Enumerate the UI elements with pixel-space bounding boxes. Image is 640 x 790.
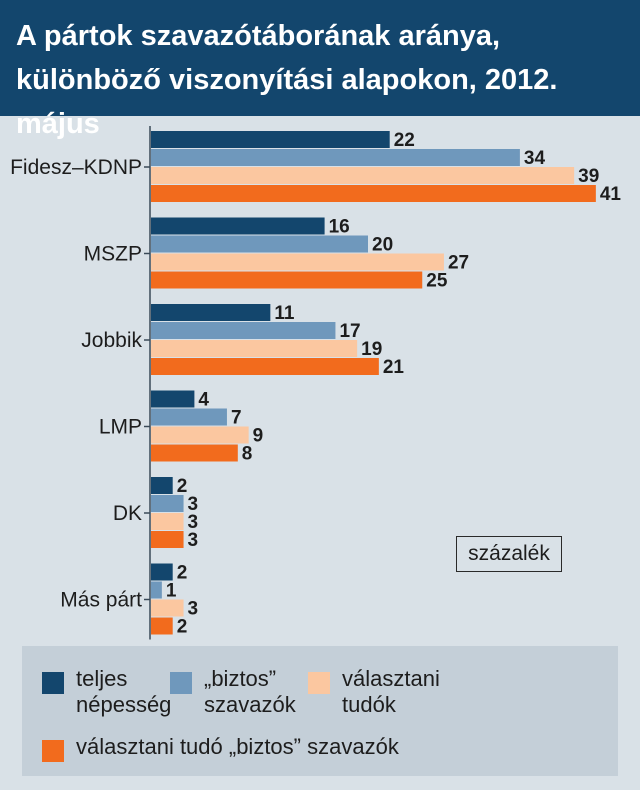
legend: teljes népesség „biztos” szavazók válasz…: [22, 646, 618, 776]
data-label: 11: [274, 303, 295, 324]
data-label: 22: [394, 130, 415, 151]
bar: [151, 358, 379, 375]
bar-chart: Fidesz–KDNP22343941MSZP16202725Jobbik111…: [10, 126, 622, 640]
category-label: Jobbik: [81, 329, 142, 352]
bar: [151, 408, 227, 426]
legend-swatch: [42, 740, 64, 762]
bar: [151, 304, 271, 321]
bar: [151, 426, 249, 444]
legend-item-valasztani: választani tudók: [308, 666, 440, 718]
bar: [151, 235, 368, 253]
bar: [151, 131, 390, 148]
data-label: 41: [600, 184, 622, 205]
legend-item-biztos: „biztos” szavazók: [170, 666, 296, 718]
data-label: 16: [329, 217, 350, 238]
bar: [151, 390, 195, 408]
category-label: Más párt: [60, 589, 142, 612]
legend-swatch: [170, 672, 192, 694]
chart-title: A pártok szavazótáborának aránya, különb…: [16, 20, 558, 140]
data-label: 1: [166, 581, 177, 602]
legend-label: választani tudók: [342, 666, 440, 717]
data-label: 2: [177, 563, 188, 584]
data-label: 3: [188, 512, 199, 533]
bar: [151, 495, 184, 512]
data-label: 21: [383, 357, 405, 378]
legend-label: „biztos” szavazók: [204, 666, 296, 717]
category-label: Fidesz–KDNP: [10, 156, 142, 179]
legend-swatch: [308, 672, 330, 694]
data-label: 2: [177, 476, 188, 497]
bar: [151, 599, 184, 617]
data-label: 39: [578, 166, 599, 187]
bar: [151, 271, 423, 289]
legend-swatch: [42, 672, 64, 694]
data-label: 20: [372, 235, 393, 256]
header-band: A pártok szavazótáborának aránya, különb…: [0, 0, 640, 140]
category-label: DK: [113, 502, 142, 525]
bar: [151, 563, 173, 581]
data-label: 9: [253, 426, 264, 447]
legend-item-teljes: teljes népesség: [42, 666, 171, 718]
data-label: 2: [177, 617, 188, 638]
data-label: 27: [448, 253, 469, 274]
category-label: LMP: [99, 416, 142, 439]
bar: [151, 149, 520, 166]
unit-label: százalék: [456, 536, 562, 572]
data-label: 17: [339, 321, 360, 342]
bar: [151, 340, 358, 357]
bar: [151, 477, 173, 494]
data-label: 34: [524, 148, 546, 169]
legend-label: választani tudó „biztos” szavazók: [76, 734, 399, 759]
bar: [151, 253, 444, 271]
data-label: 19: [361, 339, 382, 360]
bar: [151, 167, 575, 184]
data-label: 7: [231, 408, 242, 429]
bar: [151, 513, 184, 530]
legend-item-valasztani-biztos: választani tudó „biztos” szavazók: [42, 734, 399, 762]
data-label: 3: [188, 530, 199, 551]
bar: [151, 531, 184, 548]
bar: [151, 322, 336, 339]
data-label: 8: [242, 444, 253, 465]
data-label: 3: [188, 494, 199, 515]
bar: [151, 581, 162, 599]
legend-label: teljes népesség: [76, 666, 172, 717]
data-label: 4: [198, 390, 209, 411]
bar: [151, 217, 325, 235]
bar: [151, 185, 596, 202]
category-label: MSZP: [84, 243, 142, 266]
data-label: 25: [426, 271, 448, 292]
bar: [151, 617, 173, 635]
data-label: 3: [188, 599, 199, 620]
bar: [151, 444, 238, 462]
